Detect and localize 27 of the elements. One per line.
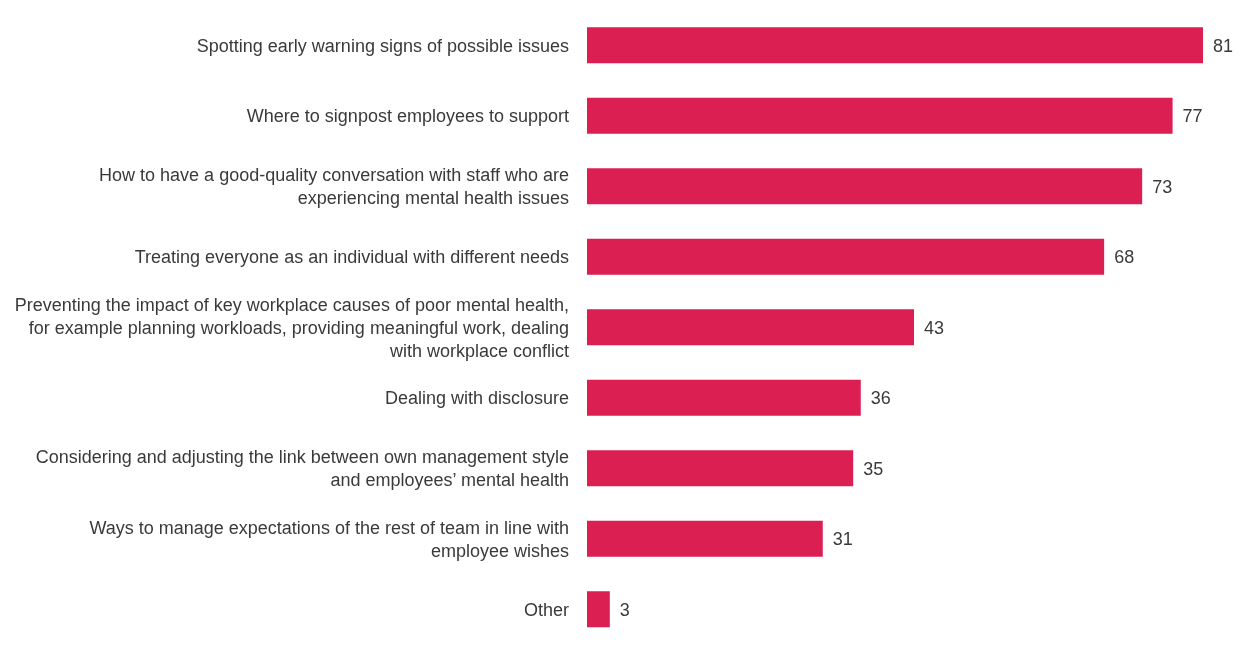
bar — [587, 238, 1105, 275]
bar — [587, 591, 610, 628]
y-tick-label: Other — [523, 599, 569, 620]
y-tick-label: How to have a good-quality conversation with staff who are experiencing mental health issues — [99, 165, 569, 209]
y-tick-label: Where to signpost employees to support — [246, 106, 569, 127]
y-tick-label: Ways to manage expectations of the rest of team in line with employee wishes — [89, 517, 569, 561]
bar — [587, 379, 861, 416]
data-label: 73 — [1152, 176, 1173, 197]
bar — [587, 520, 823, 557]
data-label: 36 — [870, 388, 891, 409]
y-tick-label: Considering and adjusting the link between own management style and employees’ mental health — [35, 447, 569, 491]
bar — [587, 309, 915, 346]
data-label: 3 — [619, 599, 630, 620]
y-tick-label: Spotting early warning signs of possible issues — [196, 35, 569, 56]
data-label: 35 — [863, 458, 884, 479]
y-tick-label: Treating everyone as an individual with different needs — [134, 247, 569, 268]
bar — [587, 97, 1173, 134]
y-tick-label: Preventing the impact of key workplace causes of poor mental health, for example planning workloads, providing meaningful work, dealing with workplace conflict — [14, 294, 569, 361]
data-label: 81 — [1213, 35, 1234, 56]
bar — [587, 450, 854, 487]
data-label: 68 — [1114, 247, 1135, 268]
data-label: 77 — [1182, 106, 1203, 127]
y-tick-label: Dealing with disclosure — [384, 388, 569, 409]
data-label: 43 — [924, 317, 945, 338]
bar — [587, 27, 1203, 64]
bar — [587, 168, 1143, 205]
data-label: 31 — [832, 529, 853, 550]
